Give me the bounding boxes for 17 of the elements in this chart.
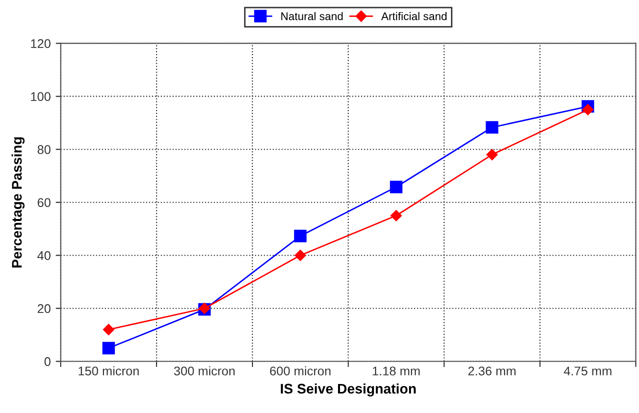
x-tick-label: 600 micron (270, 366, 330, 376)
y-axis-title: Percentage Passing (12, 137, 25, 268)
x-tick-label: 2.36 mm (468, 366, 516, 376)
y-tick-label: 100 (31, 92, 50, 102)
legend-label: Natural sand (281, 12, 343, 20)
x-tick-label: 300 micron (174, 366, 235, 376)
x-axis-title: IS Seive Designation (280, 383, 416, 396)
y-tick-label: 120 (31, 39, 50, 48)
y-tick-label: 80 (38, 145, 50, 154)
legend-label: Artificial sand (381, 12, 447, 20)
y-tick-label: 20 (38, 304, 50, 314)
y-tick-label: 0 (44, 357, 50, 366)
x-tick-label: 4.75 mm (564, 366, 612, 376)
y-tick-label: 60 (38, 198, 50, 208)
y-tick-label: 40 (37, 251, 50, 260)
x-tick-label: 150 micron (78, 366, 139, 376)
x-tick-label: 1.18 mm (372, 366, 420, 376)
